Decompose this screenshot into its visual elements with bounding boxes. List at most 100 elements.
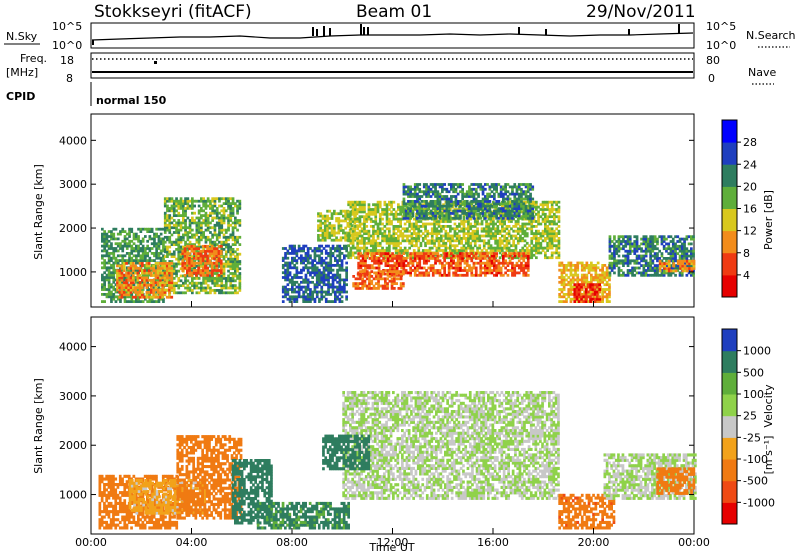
power-cell — [459, 259, 462, 263]
power-cell — [505, 237, 509, 240]
power-cell — [202, 209, 205, 213]
power-cell — [224, 255, 228, 258]
power-cell — [548, 229, 552, 233]
power-cell — [123, 300, 127, 303]
power-cell — [201, 266, 205, 270]
power-cell — [504, 266, 507, 270]
power-cell — [238, 279, 242, 283]
power-cell — [438, 269, 442, 272]
power-cell — [469, 244, 473, 248]
power-cell — [477, 257, 480, 260]
power-cell — [197, 245, 201, 249]
power-cell — [231, 202, 235, 205]
power-cell — [526, 259, 530, 263]
power-cell — [119, 297, 122, 301]
power-cell — [524, 271, 528, 275]
power-cell — [366, 266, 370, 270]
power-cell — [150, 247, 154, 250]
power-cell — [293, 283, 296, 287]
power-cell — [182, 216, 185, 220]
power-cell — [376, 234, 380, 238]
power-cell — [213, 209, 217, 213]
power-cell — [535, 200, 538, 204]
power-cell — [351, 217, 355, 221]
power-cell — [493, 257, 496, 260]
power-cell — [306, 293, 310, 296]
power-cell — [370, 279, 374, 283]
power-cell — [192, 247, 196, 251]
power-cell — [480, 249, 484, 252]
power-cell — [465, 212, 469, 215]
power-cell — [378, 200, 382, 204]
power-cell — [511, 271, 514, 275]
power-cell — [103, 293, 106, 296]
power-cell — [398, 254, 401, 258]
power-cell — [238, 219, 242, 222]
power-cell — [297, 271, 301, 275]
power-cell — [493, 264, 496, 267]
power-cell — [513, 269, 517, 272]
power-cell — [116, 269, 119, 273]
power-cell — [208, 247, 212, 251]
power-cell — [372, 244, 375, 248]
power-cell — [397, 203, 400, 207]
power-cell — [516, 256, 520, 260]
power-cell — [186, 243, 190, 246]
power-cell — [417, 246, 421, 250]
power-cell — [431, 273, 435, 277]
power-cell — [390, 270, 394, 273]
power-cell — [402, 270, 405, 273]
power-cell — [361, 264, 365, 267]
power-cell — [339, 224, 343, 228]
power-cell — [535, 239, 538, 243]
power-cell — [112, 264, 116, 267]
power-cell — [163, 202, 167, 205]
power-cell — [195, 252, 198, 255]
power-cell — [333, 224, 336, 228]
power-cell — [175, 257, 178, 261]
power-cell — [147, 264, 151, 268]
power-cell — [462, 244, 466, 248]
power-cell — [476, 227, 479, 231]
power-cell — [526, 254, 530, 258]
power-cell — [356, 282, 360, 285]
power-cell — [331, 276, 335, 279]
power-cell — [431, 257, 435, 260]
power-cell — [476, 237, 479, 240]
power-cell — [231, 209, 235, 213]
power-cell — [361, 287, 364, 290]
power-cell — [497, 259, 501, 263]
power-cell — [177, 199, 181, 203]
power-cell — [411, 209, 415, 213]
power-cell — [420, 257, 424, 260]
power-cell — [377, 271, 381, 275]
power-cell — [182, 221, 185, 225]
power-cell — [281, 290, 285, 294]
power-cell — [514, 249, 518, 252]
power-cell — [374, 287, 378, 290]
power-cell — [188, 261, 191, 265]
power-cell — [284, 290, 287, 294]
power-cell — [227, 207, 230, 210]
power-cell — [539, 222, 543, 226]
power-cell — [505, 241, 509, 245]
power-cell — [519, 237, 522, 240]
power-cell — [184, 286, 187, 290]
power-cell — [449, 249, 452, 252]
power-cell — [522, 271, 526, 275]
power-cell — [320, 280, 324, 284]
power-cell — [407, 187, 410, 191]
power-cell — [286, 288, 290, 291]
power-cell — [402, 261, 406, 265]
power-cell — [544, 227, 547, 231]
power-cell — [218, 233, 221, 237]
power-cell — [329, 293, 333, 296]
power-cell — [486, 269, 489, 272]
power-cell — [236, 211, 239, 215]
power-cell — [374, 222, 378, 226]
power-cell — [401, 232, 405, 235]
power-cell — [370, 259, 374, 263]
power-cell — [182, 281, 185, 285]
power-cell — [345, 266, 348, 270]
nsky-panel: N.Sky 10^5 10^0 10^5 10^0 N.Search — [4, 20, 796, 52]
